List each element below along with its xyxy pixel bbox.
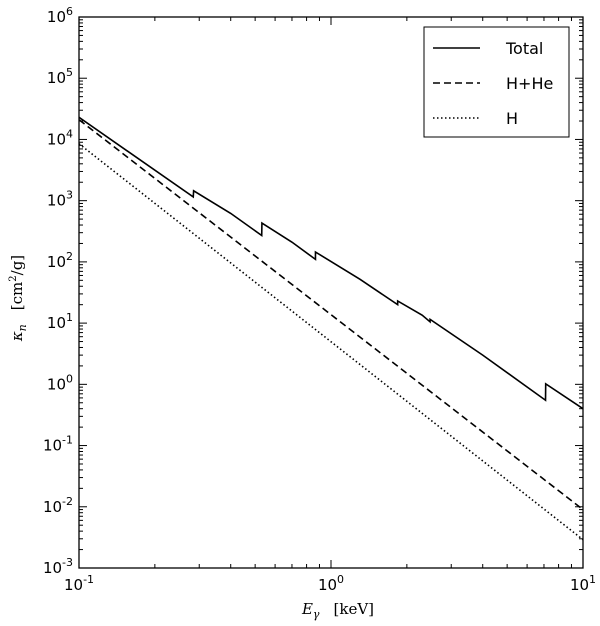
x-tick-exp: 0 xyxy=(337,573,344,586)
y-tick-exp: -3 xyxy=(62,556,73,569)
y-tick-label: 100 xyxy=(47,372,73,393)
y-tick-label: 10-1 xyxy=(43,434,73,455)
x-tick-base: 10 xyxy=(570,576,589,594)
legend-label: Total xyxy=(505,39,543,58)
y-tick-label: 102 xyxy=(47,250,73,271)
y-tick-label: 101 xyxy=(47,311,73,332)
y-label-symbol: κ xyxy=(8,331,26,342)
series-line-total xyxy=(78,116,584,410)
y-tick-base: 10 xyxy=(47,8,66,26)
y-tick-label: 105 xyxy=(47,66,73,87)
x-tick-base: 10 xyxy=(318,576,337,594)
legend-label: H+He xyxy=(506,74,553,93)
y-tick-exp: 2 xyxy=(66,250,73,263)
legend-box xyxy=(423,26,570,138)
x-label-symbol: E xyxy=(301,600,313,618)
series-layer xyxy=(78,116,584,541)
y-tick-exp: 5 xyxy=(66,66,73,79)
x-tick-label: 100 xyxy=(318,573,344,594)
x-tick-exp: 1 xyxy=(589,573,596,586)
legend-label: H xyxy=(506,109,518,128)
x-label-sub: γ xyxy=(313,608,320,621)
y-tick-base: 10 xyxy=(47,192,66,210)
y-label-unit-post: /g] xyxy=(8,255,26,276)
ticks-layer: 10-1 100 10110-310-210-1100101102103104105… xyxy=(43,5,596,594)
y-axis-label: κn [cm2/g] xyxy=(8,255,29,342)
series-line-h xyxy=(78,143,584,541)
y-label-unit-sup: 2 xyxy=(8,275,19,281)
y-tick-base: 10 xyxy=(47,375,66,393)
x-axis-label: Eγ [keV] xyxy=(301,600,374,621)
y-tick-label: 106 xyxy=(47,5,73,26)
y-tick-label: 10-3 xyxy=(43,556,73,577)
legend: Total H+He H xyxy=(423,26,570,138)
y-label-unit-pre: [cm xyxy=(8,282,26,310)
y-tick-base: 10 xyxy=(43,559,62,577)
y-tick-exp: 6 xyxy=(66,5,73,18)
y-tick-exp: 1 xyxy=(66,311,73,324)
x-tick-label: 10-1 xyxy=(64,573,94,594)
y-tick-exp: 0 xyxy=(66,372,73,385)
y-tick-label: 103 xyxy=(47,189,73,210)
plot-frame xyxy=(78,16,584,569)
y-tick-exp: 4 xyxy=(66,127,73,140)
y-tick-base: 10 xyxy=(47,69,66,87)
y-label-sub: n xyxy=(16,324,29,331)
y-tick-base: 10 xyxy=(47,253,66,271)
series-line-h-he xyxy=(78,119,584,511)
y-tick-base: 10 xyxy=(43,498,62,516)
svg-text:κn[cm2/g]: κn [cm2/g] xyxy=(8,255,29,342)
svg-text:Eγ[keV]: Eγ [keV] xyxy=(301,600,374,621)
x-tick-exp: -1 xyxy=(83,573,94,586)
y-tick-base: 10 xyxy=(47,130,66,148)
y-tick-exp: -2 xyxy=(62,495,73,508)
x-tick-label: 101 xyxy=(570,573,596,594)
y-tick-label: 104 xyxy=(47,127,73,148)
x-label-unit: [keV] xyxy=(334,600,375,618)
y-tick-label: 10-2 xyxy=(43,495,73,516)
y-tick-exp: -1 xyxy=(62,434,73,447)
x-tick-base: 10 xyxy=(64,576,83,594)
y-tick-exp: 3 xyxy=(66,189,73,202)
y-tick-base: 10 xyxy=(47,314,66,332)
y-tick-base: 10 xyxy=(43,437,62,455)
